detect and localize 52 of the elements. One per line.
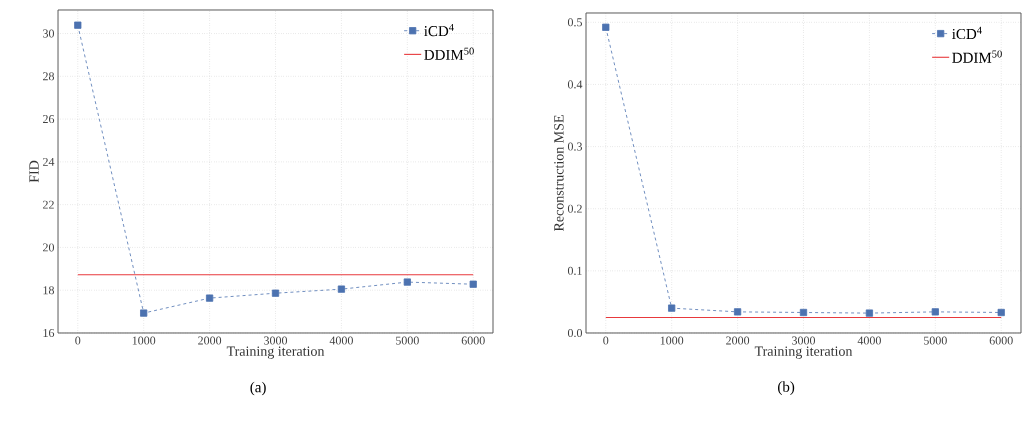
point — [140, 309, 148, 317]
y-tick-label: 20 — [43, 243, 55, 252]
x-tick-label: 1000 — [132, 336, 156, 345]
point — [799, 308, 808, 317]
x-tick-label: 2000 — [198, 336, 222, 345]
x-tick-label: 5000 — [396, 336, 419, 345]
x-tick-label: 2000 — [726, 336, 750, 345]
legend-label: iCD$^{4}$ — [952, 26, 982, 40]
legend-label: iCD$^{4}$ — [424, 23, 454, 37]
y-tick-label: 0.0 — [567, 328, 583, 338]
y-axis-title: Reconstruction MSE — [554, 115, 564, 232]
y-tick-label: 16 — [43, 328, 55, 338]
x-tick-label: 3000 — [264, 336, 288, 345]
point — [865, 309, 874, 317]
y-tick-label: 24 — [43, 157, 55, 166]
y-tick-label: 0.3 — [567, 142, 583, 151]
x-axis-title: Training iteration — [754, 346, 853, 359]
x-tick-label: 3000 — [792, 336, 816, 345]
text: (a) — [250, 381, 266, 396]
y-tick-label: 0.2 — [567, 204, 582, 213]
y-tick-label: 28 — [43, 72, 55, 81]
x-tick-label: 6000 — [989, 336, 1013, 345]
point — [403, 278, 411, 286]
y-tick-label: 30 — [43, 29, 55, 38]
point — [74, 21, 82, 29]
x-axis-title: Training iteration — [226, 346, 325, 359]
x-tick-label: 1000 — [660, 336, 684, 345]
x-tick-label: 4000 — [857, 336, 881, 345]
x-tick-label: 0 — [603, 336, 609, 345]
legend-label: DDIM$^{50}$ — [424, 47, 474, 60]
point — [271, 289, 280, 297]
x-tick-label: 5000 — [924, 336, 947, 345]
x-tick-label: 0 — [75, 336, 81, 345]
y-tick-label: 0.1 — [567, 266, 582, 275]
point — [206, 294, 214, 302]
y-tick-label: 22 — [43, 200, 54, 209]
y-axis-title: FID — [29, 160, 39, 183]
point — [602, 23, 610, 31]
legend-label: DDIM$^{50}$ — [952, 50, 1002, 63]
point — [469, 280, 477, 288]
x-tick-label: 6000 — [461, 336, 485, 345]
point — [997, 308, 1005, 317]
point — [733, 308, 742, 316]
y-tick-label: 26 — [43, 115, 55, 124]
point — [337, 285, 346, 293]
point — [931, 308, 939, 316]
y-tick-label: 0.4 — [567, 80, 583, 89]
y-tick-label: 0.5 — [567, 18, 583, 27]
point — [668, 304, 676, 312]
y-tick-label: 18 — [43, 286, 55, 295]
text: (b) — [778, 381, 795, 395]
x-tick-label: 4000 — [329, 336, 353, 345]
